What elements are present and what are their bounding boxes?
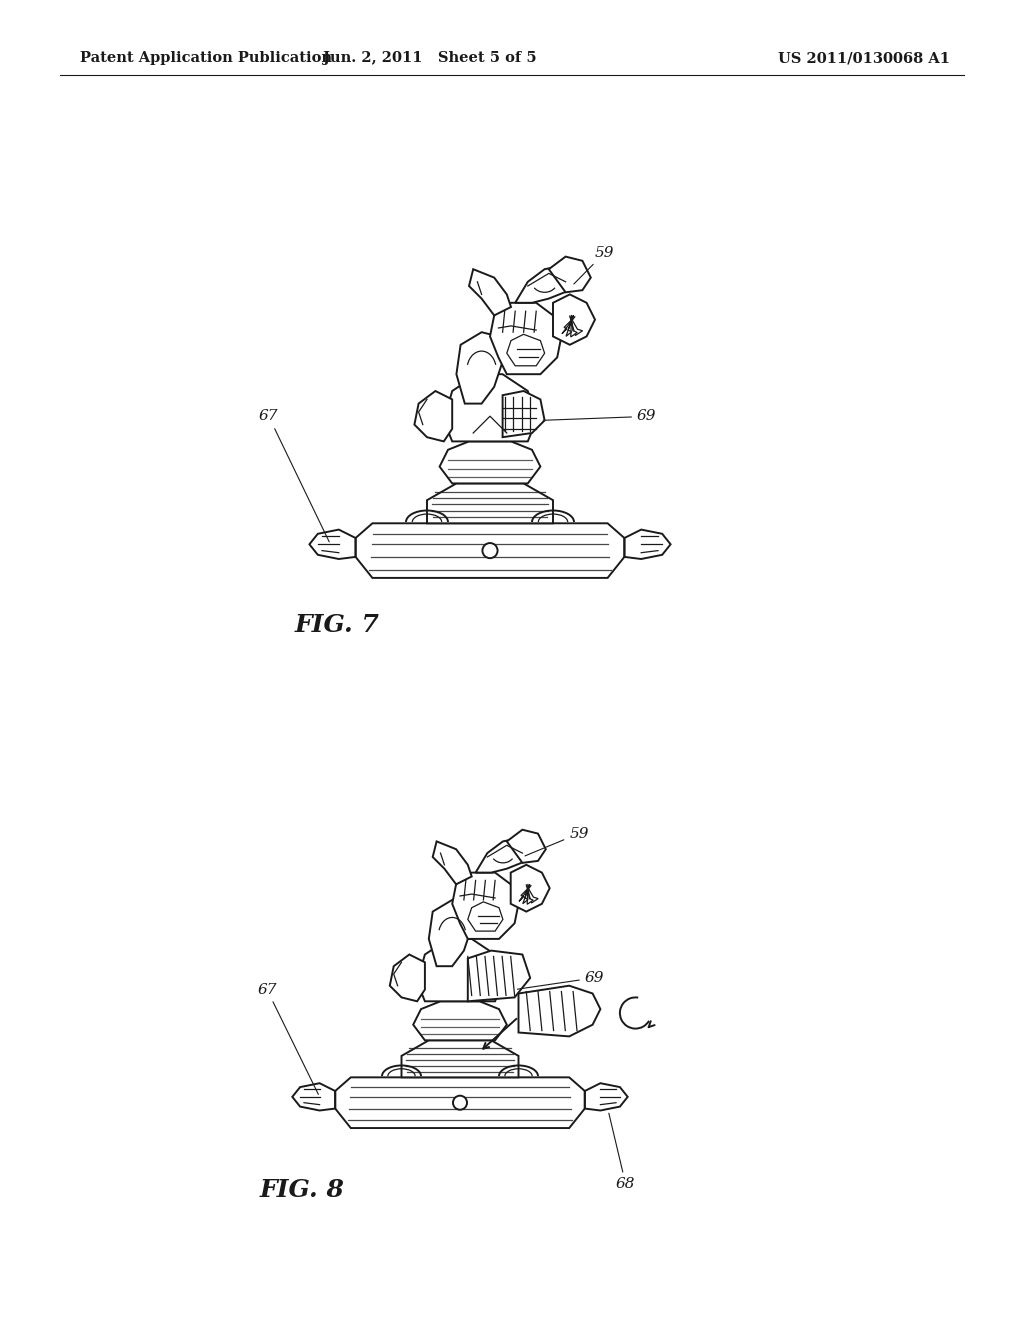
- Polygon shape: [417, 939, 503, 1002]
- Polygon shape: [527, 884, 534, 904]
- Polygon shape: [469, 269, 511, 315]
- Text: 67: 67: [257, 982, 318, 1094]
- Polygon shape: [453, 873, 518, 939]
- Text: 69: 69: [517, 970, 604, 989]
- Polygon shape: [519, 886, 531, 902]
- Polygon shape: [507, 830, 546, 863]
- Text: 67: 67: [259, 409, 329, 541]
- Polygon shape: [515, 265, 579, 302]
- Text: 69: 69: [543, 409, 656, 424]
- Polygon shape: [414, 1002, 507, 1040]
- Polygon shape: [475, 837, 535, 873]
- Polygon shape: [401, 1040, 518, 1077]
- Text: 59: 59: [525, 826, 589, 855]
- Text: Patent Application Publication: Patent Application Publication: [80, 51, 332, 65]
- Polygon shape: [569, 315, 583, 335]
- Polygon shape: [468, 950, 530, 1002]
- Polygon shape: [518, 986, 600, 1036]
- Polygon shape: [443, 374, 537, 441]
- Polygon shape: [457, 333, 503, 404]
- Polygon shape: [490, 302, 561, 374]
- Polygon shape: [507, 334, 545, 366]
- Circle shape: [453, 1096, 467, 1110]
- Polygon shape: [390, 954, 425, 1002]
- Circle shape: [482, 543, 498, 558]
- Polygon shape: [549, 256, 591, 292]
- Text: US 2011/0130068 A1: US 2011/0130068 A1: [778, 51, 950, 65]
- Polygon shape: [566, 315, 573, 337]
- Polygon shape: [468, 902, 503, 931]
- Polygon shape: [523, 884, 529, 904]
- Polygon shape: [415, 391, 453, 441]
- Polygon shape: [429, 900, 472, 966]
- Polygon shape: [433, 841, 472, 884]
- Text: 68: 68: [609, 1113, 636, 1192]
- Polygon shape: [562, 317, 575, 334]
- Text: FIG. 7: FIG. 7: [295, 612, 380, 638]
- Polygon shape: [511, 865, 550, 912]
- Polygon shape: [439, 441, 541, 483]
- Polygon shape: [526, 884, 539, 903]
- Polygon shape: [570, 315, 578, 337]
- Text: FIG. 8: FIG. 8: [260, 1177, 345, 1203]
- Polygon shape: [503, 391, 545, 437]
- Text: 59: 59: [573, 246, 614, 284]
- Polygon shape: [427, 483, 553, 523]
- Polygon shape: [553, 294, 595, 345]
- Text: Jun. 2, 2011   Sheet 5 of 5: Jun. 2, 2011 Sheet 5 of 5: [324, 51, 537, 65]
